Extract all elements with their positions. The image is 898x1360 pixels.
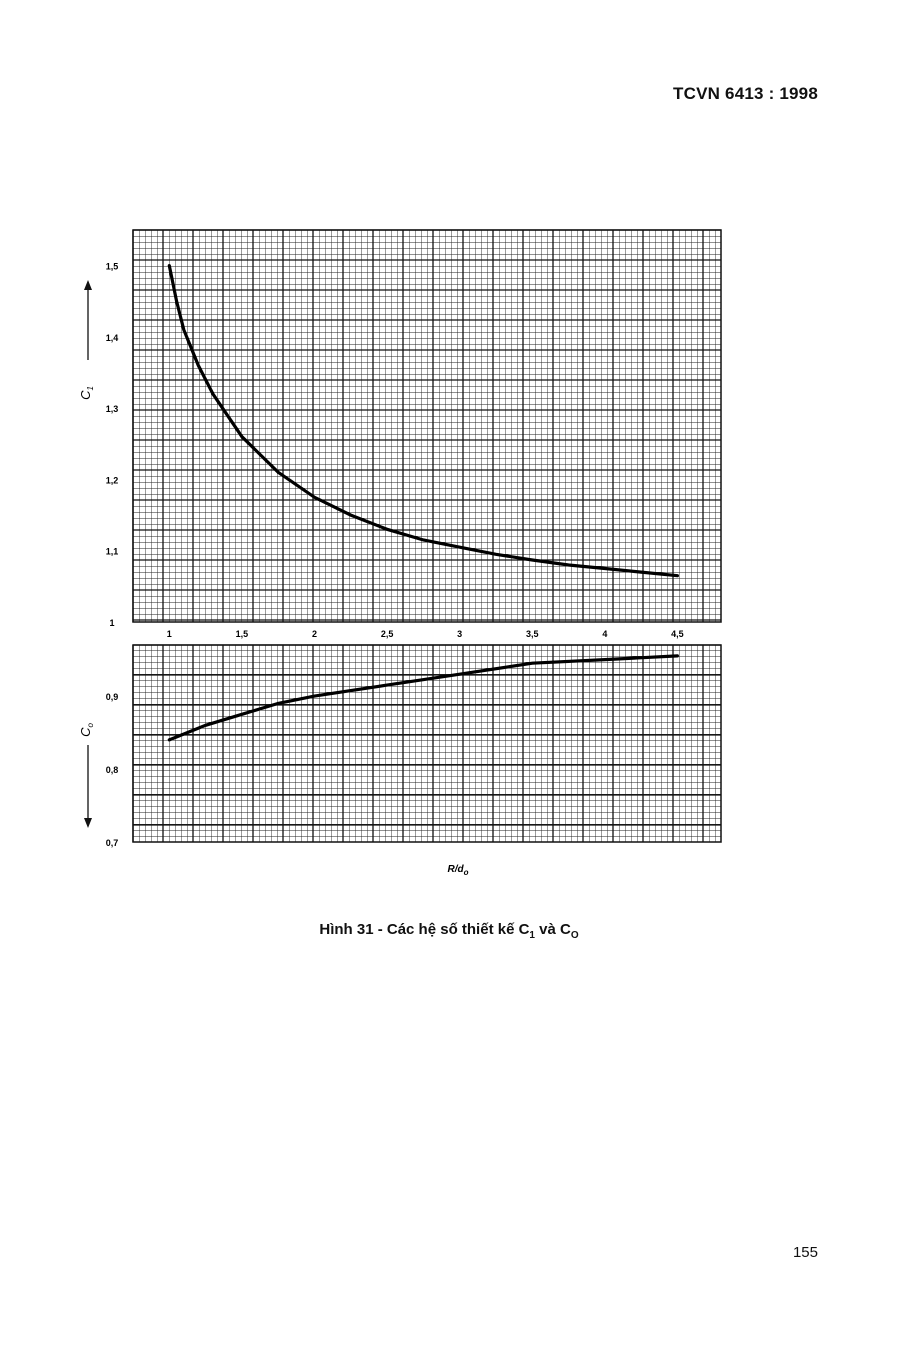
x-tick-label: 2,5 [381, 629, 394, 639]
caption-subscript-o: O [570, 930, 579, 941]
c1-grid [132, 229, 722, 623]
standard-header: TCVN 6413 : 1998 [673, 84, 818, 103]
y-tick-label: 1 [109, 618, 114, 628]
c1-curve [167, 264, 679, 578]
co-axis-title: Co [78, 723, 95, 737]
x-tick-label: 1,5 [236, 629, 249, 639]
y-tick-label: 1,4 [106, 333, 119, 343]
up-arrow-icon [84, 280, 92, 290]
co-major-grid [132, 644, 721, 842]
page-number: 155 [792, 1244, 818, 1261]
c1-axis-title: C1 [78, 386, 95, 400]
x-tick-label: 1 [167, 629, 172, 639]
y-tick-label: 0,9 [106, 692, 119, 702]
co-y-tick-labels: 0,7 0,8 0,9 [106, 692, 119, 848]
figure-caption: Hình 31 - Các hệ số thiết kế C1 và CO [0, 921, 898, 941]
down-arrow-icon [84, 818, 92, 828]
y-tick-label: 1,5 [106, 262, 119, 272]
x-tick-label: 2 [312, 629, 317, 639]
x-axis-title: R/do [448, 864, 469, 877]
y-tick-label: 0,7 [106, 838, 119, 848]
co-curve [167, 654, 679, 742]
x-tick-label: 4,5 [671, 629, 684, 639]
c1-major-grid [132, 229, 721, 622]
caption-subscript-1: 1 [529, 930, 535, 941]
x-tick-label: 4 [602, 629, 607, 639]
y-tick-label: 0,8 [106, 765, 119, 775]
c1-axis-label: C1 [78, 280, 95, 400]
x-tick-labels: 1 1,5 2 2,5 3 3,5 4 4,5 [167, 629, 684, 639]
y-tick-label: 1,3 [106, 404, 119, 414]
c1-panel: 1 1,1 1,2 1,3 1,4 1,5 [106, 229, 722, 628]
y-tick-label: 1,1 [106, 547, 119, 557]
caption-text-mid: và C [534, 921, 571, 938]
x-tick-label: 3 [457, 629, 462, 639]
y-tick-label: 1,2 [106, 475, 119, 485]
co-axis-label: Co [78, 723, 95, 828]
c1-y-tick-labels: 1 1,1 1,2 1,3 1,4 1,5 [106, 262, 119, 628]
caption-text: Hình 31 - Các hệ số thiết kế C [319, 921, 530, 938]
co-panel: 0,7 0,8 0,9 [106, 644, 722, 848]
x-tick-label: 3,5 [526, 629, 539, 639]
